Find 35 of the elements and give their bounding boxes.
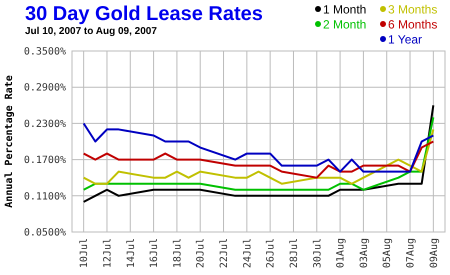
y-tick-label: 0.3500% <box>24 46 66 58</box>
line-series <box>82 122 434 173</box>
y-tick-label: 0.2900% <box>24 82 66 94</box>
y-axis-title: Annual Percentage Rate <box>4 75 15 208</box>
x-tick-label: 01Aug <box>336 238 347 268</box>
chart-subtitle: Jul 10, 2007 to Aug 09, 2007 <box>25 26 158 37</box>
x-tick-label: 28Jul <box>288 238 300 268</box>
legend-label: 6 Months <box>388 18 438 32</box>
line-series <box>82 140 434 179</box>
x-tick-label: 09Aug <box>428 238 440 268</box>
x-tick-label: 12Jul <box>102 238 114 268</box>
x-tick-label: 18Jul <box>172 238 184 268</box>
line-series <box>82 116 434 191</box>
line-series <box>82 128 434 185</box>
x-tick-label: 16Jul <box>149 238 160 268</box>
legend-label: 2 Month <box>323 18 366 32</box>
x-tick-label: 07Aug <box>406 238 417 268</box>
x-tick-label: 10Jul <box>79 238 90 268</box>
y-tick-label: 0.1700% <box>24 155 66 166</box>
x-tick-label: 30Jul <box>312 238 324 268</box>
x-tick-label: 26Jul <box>266 238 277 268</box>
x-tick-label: 22Jul <box>219 238 230 268</box>
chart-title: 30 Day Gold Lease Rates <box>25 3 263 25</box>
x-tick-label: 03Aug <box>358 238 370 268</box>
y-tick-label: 0.1100% <box>24 191 66 202</box>
legend-label: 1 Month <box>323 2 366 16</box>
x-tick-label: 14Jul <box>126 238 137 268</box>
x-tick-label: 20Jul <box>196 238 207 268</box>
line-series <box>82 104 434 203</box>
y-tick-label: 0.2300% <box>24 118 66 130</box>
legend-label: 1 Year <box>388 32 422 46</box>
x-tick-label: 05Aug <box>382 238 394 268</box>
x-tick-label: 24Jul <box>242 238 254 268</box>
legend-label: 3 Months <box>388 2 438 16</box>
y-tick-label: 0.0500% <box>24 228 66 238</box>
